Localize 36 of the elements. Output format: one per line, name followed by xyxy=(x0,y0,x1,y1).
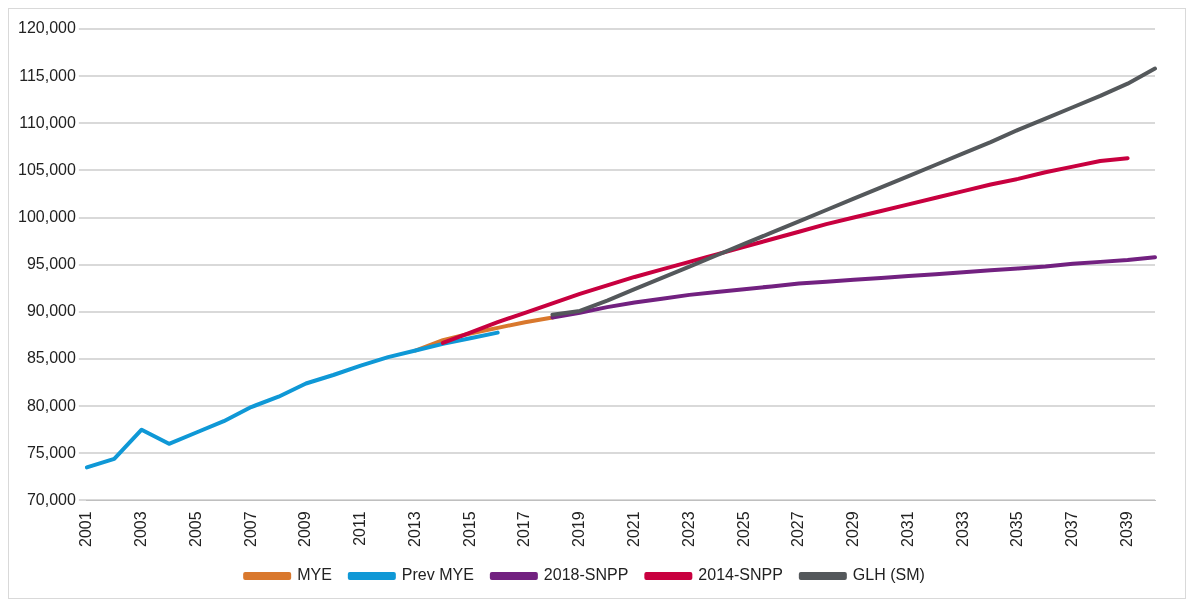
x-tick-label: 2029 xyxy=(844,511,862,547)
x-tick-label: 2035 xyxy=(1008,511,1026,547)
x-tick-label: 2033 xyxy=(953,511,971,547)
legend-label: 2018-SNPP xyxy=(543,566,629,584)
x-tick-label: 2015 xyxy=(460,511,478,547)
y-tick-label: 105,000 xyxy=(17,160,76,178)
x-tick-label: 2003 xyxy=(132,511,150,547)
y-tick-label: 80,000 xyxy=(26,396,76,414)
x-tick-label: 2007 xyxy=(241,511,259,547)
x-tick-label: 2001 xyxy=(77,511,95,547)
x-tick-label: 2027 xyxy=(789,511,807,547)
y-tick-label: 70,000 xyxy=(26,490,76,508)
y-tick-label: 75,000 xyxy=(26,443,76,461)
x-tick-label: 2009 xyxy=(296,511,314,547)
y-tick-label: 120,000 xyxy=(17,19,76,37)
x-tick-label: 2023 xyxy=(679,511,697,547)
y-tick-label: 95,000 xyxy=(26,255,76,273)
x-tick-label: 2013 xyxy=(405,511,423,547)
legend-label: 2014-SNPP xyxy=(698,566,783,584)
y-tick-label: 115,000 xyxy=(19,66,76,84)
x-tick-label: 2031 xyxy=(898,511,916,547)
legend-label: GLH (SM) xyxy=(852,566,925,584)
x-tick-label: 2021 xyxy=(625,511,643,547)
legend-label: Prev MYE xyxy=(401,566,474,584)
y-tick-label: 90,000 xyxy=(26,302,76,320)
y-tick-label: 100,000 xyxy=(17,207,76,225)
x-tick-label: 2011 xyxy=(351,511,369,546)
x-tick-label: 2005 xyxy=(186,511,204,547)
y-tick-label: 110,000 xyxy=(19,113,76,131)
x-tick-label: 2017 xyxy=(515,511,533,547)
x-tick-label: 2025 xyxy=(734,511,752,547)
legend-label: MYE xyxy=(297,566,332,584)
x-tick-label: 2037 xyxy=(1063,511,1081,547)
y-tick-label: 85,000 xyxy=(26,349,76,367)
x-tick-label: 2019 xyxy=(570,511,588,547)
x-tick-label: 2039 xyxy=(1118,511,1136,547)
